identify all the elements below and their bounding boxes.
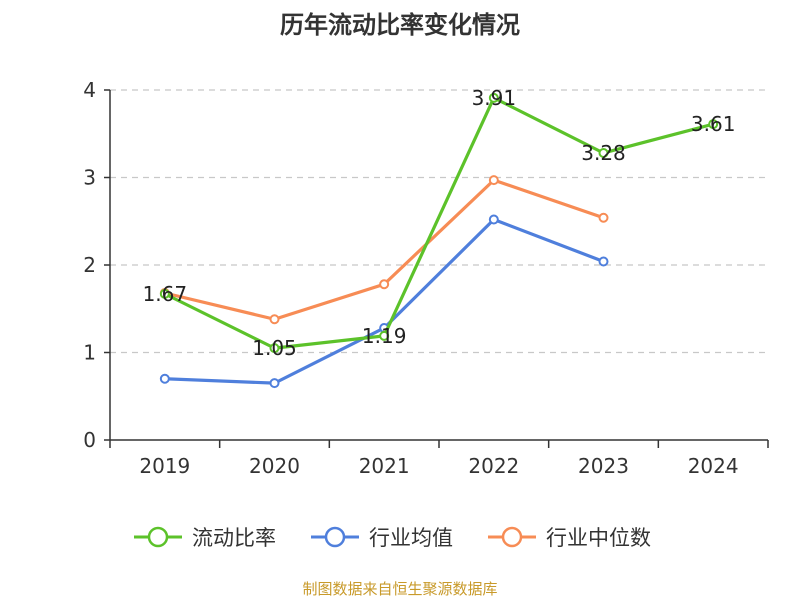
grid-lines [110,89,768,354]
data-point [598,212,609,223]
legend-item-2[interactable]: 行业中位数 [488,526,651,550]
data-point [269,343,280,354]
legend[interactable]: 流动比率 行业均值 行业中位数 [134,526,651,550]
legend-circle-icon [324,526,346,548]
series-line-1 [163,217,606,385]
legend-item-1[interactable]: 行业均值 [311,526,453,550]
x-tick-label-2019: 2019 [139,454,190,478]
legend-item-0[interactable]: 流动比率 [134,526,276,550]
series-line-2 [163,178,606,321]
axes: 0 1 2 3 4 2019 2020 2021 2022 2023 2024 [83,78,769,478]
data-label: 3.28 [581,141,626,165]
x-tick-label-2024: 2024 [688,454,739,478]
data-label: 3.61 [691,112,736,136]
y-tick-label: 4 [83,78,96,102]
data-point [269,314,280,325]
y-tick-label: 2 [83,253,96,277]
data-label: 1.05 [252,336,297,360]
data-label: 1.67 [143,282,188,306]
legend-circle-icon [147,526,169,548]
chart-title: 历年流动比率变化情况 [280,11,520,39]
data-point [598,148,609,158]
data-label: 1.19 [362,324,407,348]
series-lines [159,92,719,389]
data-point [708,119,719,130]
x-tick-label-2022: 2022 [468,454,519,478]
legend-circle-icon [501,526,523,548]
legend-label: 行业均值 [369,526,453,550]
legend-label: 行业中位数 [546,526,651,550]
data-point [488,175,499,186]
data-point [379,330,390,341]
x-tick-label-2021: 2021 [359,454,410,478]
data-labels: 1.67 1.05 1.19 3.91 3.28 3.61 [143,86,736,360]
data-point [488,92,499,103]
legend-label: 流动比率 [192,526,276,550]
data-point [269,378,280,389]
data-point [159,288,170,299]
data-point [159,373,170,384]
x-tick-label-2023: 2023 [578,454,629,478]
data-point [598,256,609,267]
data-point [379,279,390,290]
x-tick-label-2020: 2020 [249,454,300,478]
y-tick-label: 0 [83,428,96,452]
y-tick-label: 1 [83,341,96,365]
y-tick-label: 3 [83,166,96,190]
source-note: 制图数据来自恒生聚源数据库 [302,580,497,598]
series-line-0 [163,96,715,350]
data-point [488,214,499,225]
data-label: 3.91 [472,86,517,110]
